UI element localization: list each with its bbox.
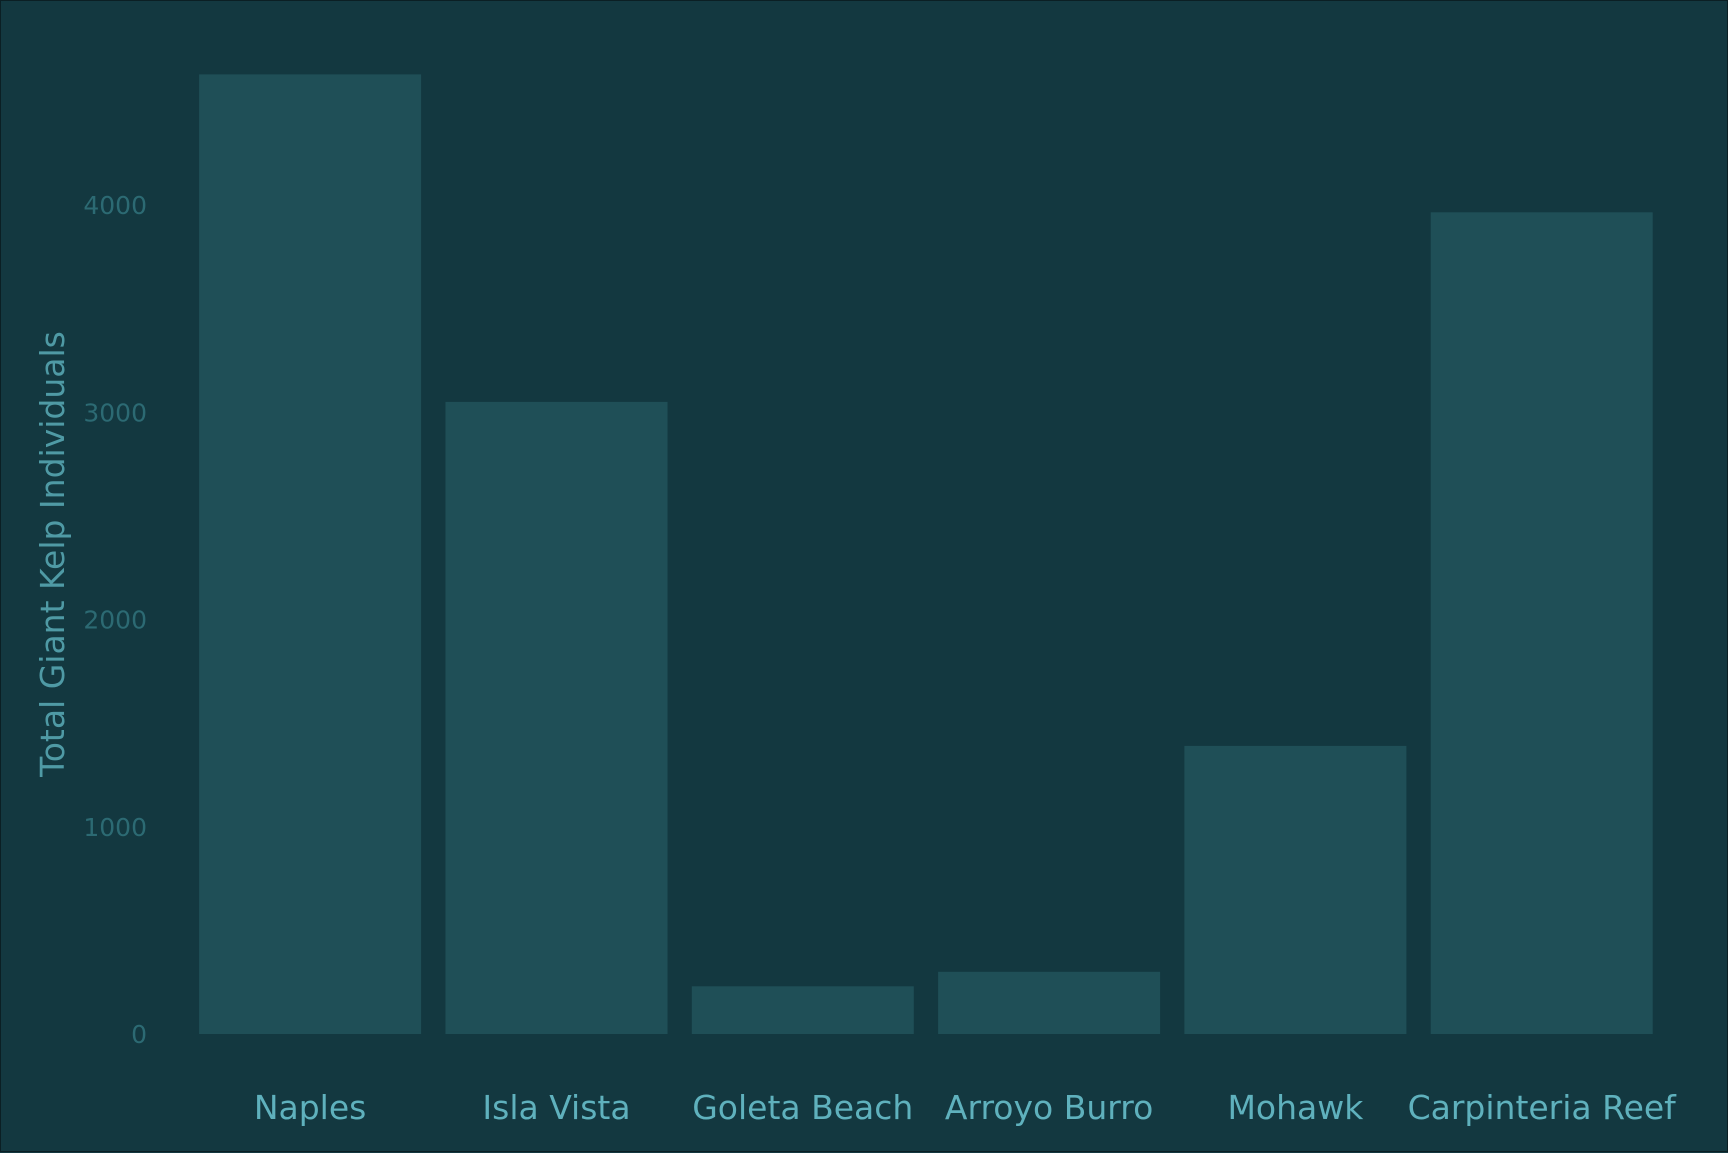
x-tick-label: Carpinteria Reef: [1408, 1088, 1678, 1127]
bar-goleta-beach: [691, 986, 914, 1034]
x-tick-label: Arroyo Burro: [945, 1088, 1153, 1127]
bar-carpinteria-reef: [1430, 212, 1653, 1035]
y-tick-label: 2000: [83, 606, 147, 635]
x-tick-label: Goleta Beach: [692, 1088, 913, 1127]
y-axis-title: Total Giant Kelp Individuals: [33, 331, 72, 778]
y-tick-label: 3000: [83, 398, 147, 427]
y-axis-ticks: 0 1000 2000 3000 4000: [83, 191, 147, 1049]
x-tick-label: Mohawk: [1227, 1088, 1364, 1127]
y-tick-label: 0: [131, 1020, 147, 1049]
bar-arroyo-burro: [938, 971, 1161, 1034]
x-axis-labels: Naples Isla Vista Goleta Beach Arroyo Burro…: [254, 1088, 1677, 1127]
bar-naples: [199, 74, 422, 1034]
y-tick-label: 1000: [83, 813, 147, 842]
x-tick-label: Isla Vista: [482, 1088, 630, 1127]
x-tick-label: Naples: [254, 1088, 367, 1127]
bar-isla-vista: [445, 401, 668, 1034]
bars-group: [199, 74, 1653, 1035]
bar-mohawk: [1184, 745, 1407, 1034]
y-tick-label: 4000: [83, 191, 147, 220]
